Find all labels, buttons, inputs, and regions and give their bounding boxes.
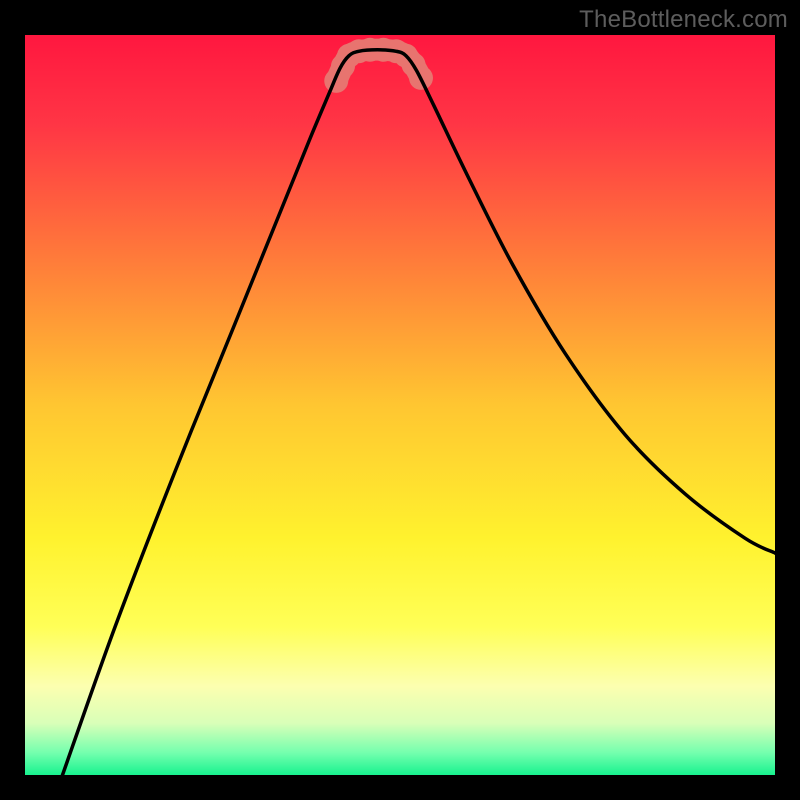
- bottleneck-curve: [0, 0, 800, 800]
- chart-stage: TheBottleneck.com: [0, 0, 800, 800]
- watermark-text: TheBottleneck.com: [579, 6, 788, 34]
